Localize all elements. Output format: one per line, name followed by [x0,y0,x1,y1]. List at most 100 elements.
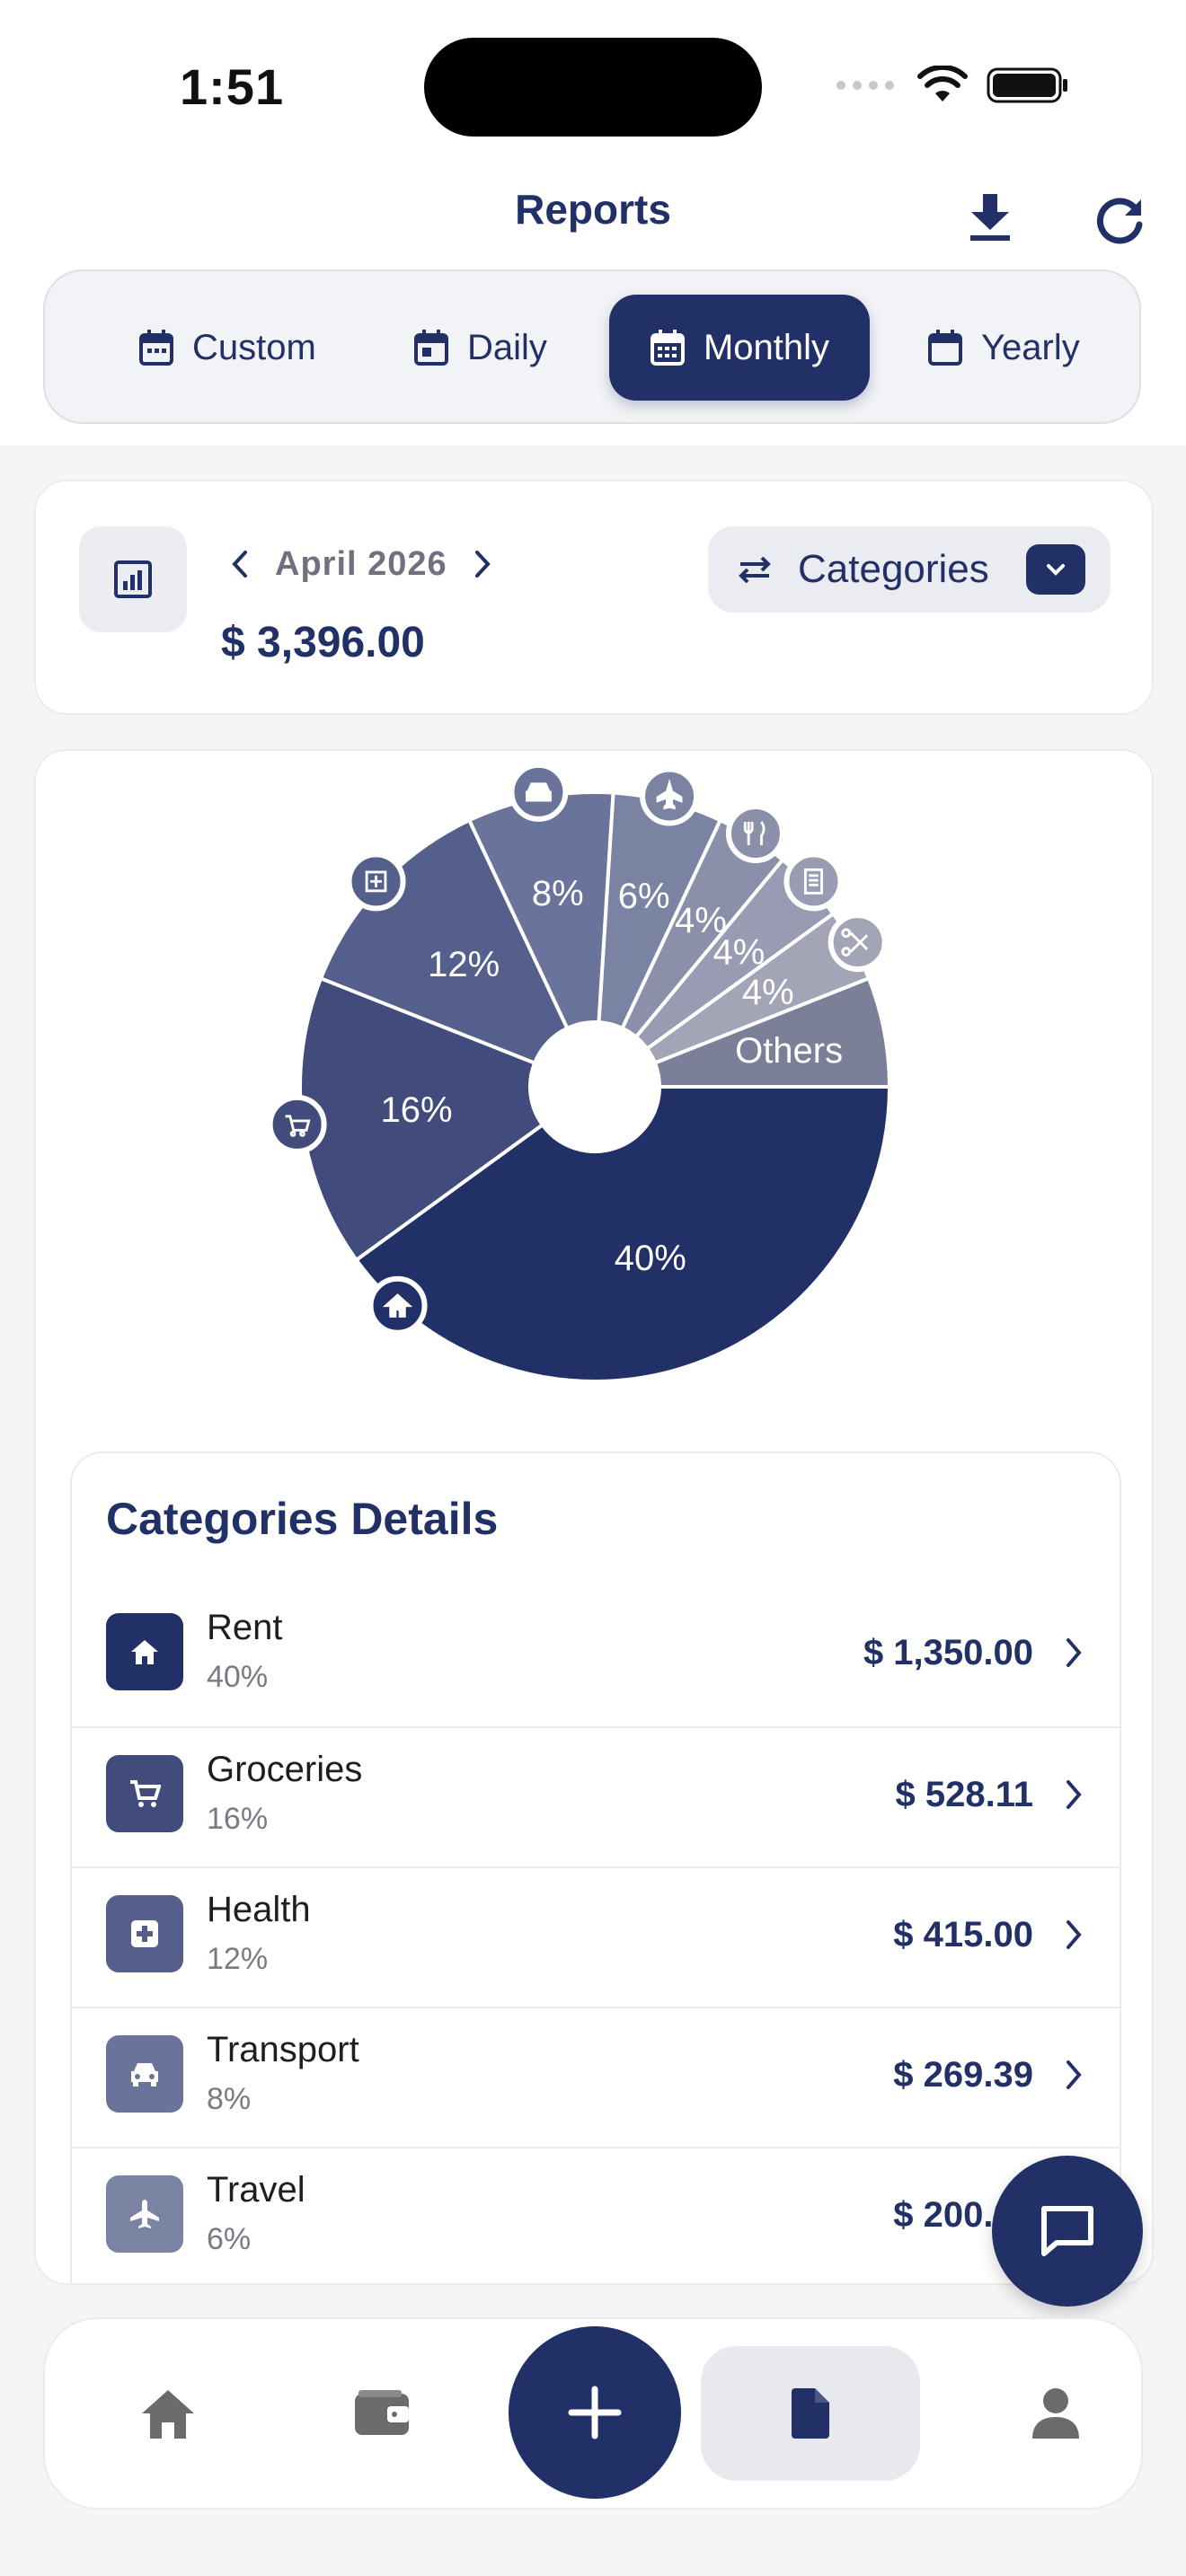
dynamic-island [424,38,762,137]
pie-label: 16% [381,1090,453,1130]
nav-home[interactable] [110,2346,226,2481]
tab-label: Daily [467,327,547,367]
category-row-groceries[interactable]: Groceries 16% $ 528.11 [72,1726,1120,1866]
group-by-dropdown[interactable]: Categories [708,526,1111,613]
pie-label: 6% [618,877,670,916]
document-icon [792,2388,829,2439]
signal-icon [836,81,894,90]
status-time: 1:51 [180,58,285,115]
row-amount: $ 1,350.00 [863,1633,1033,1672]
wifi-icon [917,66,968,101]
download-icon [970,194,1010,241]
category-pie-chart: 40%16%12%8% 6%4%4%4%Others [267,762,892,1383]
calendar-icon [139,330,173,366]
chat-icon [1041,2206,1093,2256]
pie-label: 12% [428,945,500,984]
details-title: Categories Details [106,1494,499,1544]
pie-badge-medical-icon [346,851,406,912]
month-navigator: April 2026 [230,537,492,591]
download-button[interactable] [961,189,1019,246]
medical-icon [131,1920,158,1947]
plane-icon [130,2200,159,2228]
home-icon [142,2390,194,2439]
tab-monthly[interactable]: Monthly [609,295,870,401]
row-percent: 40% [207,1660,269,1694]
row-percent: 12% [207,1942,269,1976]
row-icon-bg [106,1755,183,1832]
wallet-icon [355,2390,409,2435]
pie-badge-receipt-icon [783,851,844,912]
chart-toggle-button[interactable] [79,526,187,632]
chat-fab-button[interactable] [992,2156,1143,2307]
pie-badge-fork-knife-icon [725,803,785,863]
cart-icon [130,1780,161,1807]
row-icon-bg [106,1895,183,1972]
swap-icon [739,556,771,584]
chevron-right-icon [1067,2060,1082,2089]
row-amount: $ 269.39 [893,2055,1033,2095]
tab-daily[interactable]: Daily [413,295,547,401]
pie-label: 4% [675,901,727,940]
pie-badge-scissors-icon [828,913,888,973]
row-name: Rent [207,1608,283,1647]
pie-slice-transport[interactable] [466,790,615,1031]
pie-label: 4% [742,973,794,1012]
pie-slice-others[interactable] [652,975,892,1089]
plus-icon [568,2386,622,2439]
tab-label: Custom [192,327,316,367]
calendar-year-icon [928,330,962,366]
row-percent: 8% [207,2082,252,2116]
nav-reports[interactable] [701,2346,920,2481]
row-percent: 6% [207,2222,252,2256]
chevron-right-icon [1067,1638,1082,1667]
chevron-down-icon [1047,564,1065,576]
chevron-right-icon[interactable] [473,549,492,579]
calendar-day-icon [414,330,448,366]
tab-yearly[interactable]: Yearly [927,295,1080,401]
pie-slice-health[interactable] [318,817,571,1066]
chevron-right-icon [1067,1780,1082,1809]
add-transaction-button[interactable] [509,2326,681,2499]
pie-badge-car-icon [509,762,569,822]
person-icon [1032,2388,1079,2439]
tab-label: Monthly [703,327,830,367]
chart-card: 40% 16% 12% 8% 6% 4% 4% 4% Others Categories Det… [34,749,1154,2285]
bottom-navigation [43,2317,1143,2510]
chevron-right-icon [1067,1920,1082,1949]
summary-card: April 2026 $ 3,396.00 Categories [34,480,1154,715]
row-icon-bg [106,2035,183,2113]
row-icon-bg [106,1613,183,1690]
pie-badge-plane-icon [640,766,700,826]
categories-details: Categories Details Rent 40% $ 1,350.00 G… [70,1451,1121,2283]
home-icon [131,1640,158,1664]
car-icon [131,2063,158,2086]
battery-icon [987,67,1067,103]
row-name: Travel [207,2170,305,2210]
bar-chart-icon [114,560,152,598]
pie-badge-home-icon [367,1275,428,1336]
month-label: April 2026 [275,544,447,583]
refresh-button[interactable] [1093,192,1150,250]
pie-slice-rent[interactable] [353,1085,892,1383]
category-row-health[interactable]: Health 12% $ 415.00 [72,1866,1120,2007]
pie-label: 40% [615,1239,686,1278]
category-row-transport[interactable]: Transport 8% $ 269.39 [72,2007,1120,2147]
category-row-travel[interactable]: Travel 6% $ 200.00 [72,2147,1120,2283]
row-percent: 16% [207,1802,269,1836]
pie-slice-groceries[interactable] [298,975,545,1263]
chevron-left-icon[interactable] [230,549,250,579]
nav-profile[interactable] [997,2346,1114,2481]
group-by-label: Categories [798,547,989,591]
category-row-rent[interactable]: Rent 40% $ 1,350.00 [72,1586,1120,1726]
total-amount: $ 3,396.00 [221,619,425,666]
nav-wallet[interactable] [323,2346,440,2481]
period-segmented-control: Custom Daily Monthly Yearly [43,269,1141,424]
pie-label: Others [735,1031,843,1071]
tab-custom[interactable]: Custom [138,295,316,401]
row-amount: $ 415.00 [893,1915,1033,1954]
page-title: Reports [515,186,671,233]
dropdown-toggle[interactable] [1026,544,1085,595]
row-amount: $ 528.11 [895,1775,1034,1814]
status-icons [836,63,1069,108]
tab-label: Yearly [981,327,1080,367]
